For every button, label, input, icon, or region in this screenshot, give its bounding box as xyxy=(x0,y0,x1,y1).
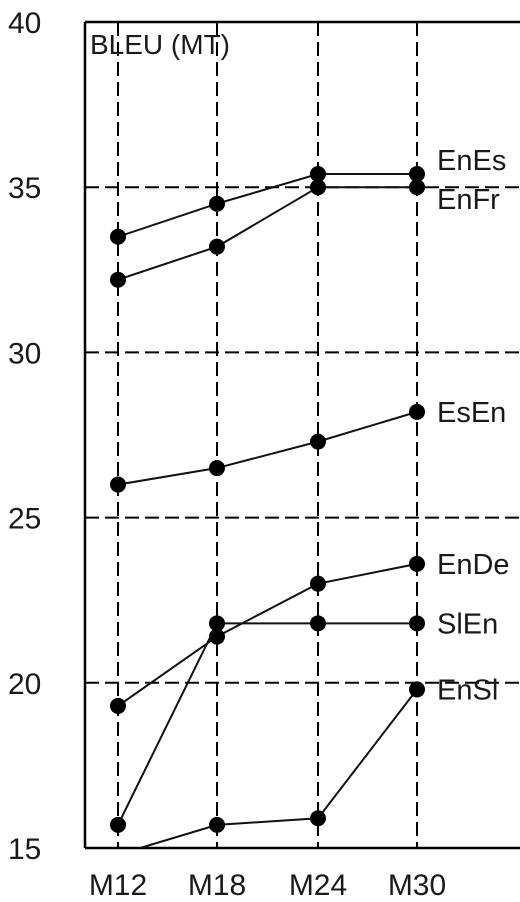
data-point-ende xyxy=(310,575,326,592)
series-label-enfr: EnFr xyxy=(437,184,500,216)
series-line-esen xyxy=(117,410,418,486)
data-point-ende xyxy=(110,697,126,714)
series-label-esen: EsEn xyxy=(437,397,506,429)
data-point-ensl xyxy=(409,681,425,698)
series-line-enes xyxy=(117,172,417,238)
data-point-enfr xyxy=(110,271,126,288)
series-line-slen xyxy=(117,622,417,826)
data-point-enfr xyxy=(409,179,425,196)
x-tick-label: M18 xyxy=(188,869,246,902)
y-axis-label: BLEU (MT) xyxy=(90,29,230,60)
y-tick-label: 15 xyxy=(8,833,41,866)
data-point-enes xyxy=(110,228,126,245)
data-point-esen xyxy=(310,433,326,450)
series-label-enes: EnEs xyxy=(437,145,506,177)
series-label-ensl: EnSl xyxy=(437,674,498,706)
data-point-slen xyxy=(310,615,326,632)
data-point-ensl xyxy=(113,846,123,848)
labels: 15 20 25 30 35 40 M12 M18 M24 M30 EnEs EnFr EsEn EnDe… xyxy=(8,7,510,902)
data-point-slen xyxy=(209,615,225,632)
data-point-enes xyxy=(310,165,326,182)
x-tick-label: M12 xyxy=(89,869,147,902)
series-group xyxy=(110,165,425,848)
series-line-ende xyxy=(117,562,418,707)
y-tick-label: 30 xyxy=(8,337,41,370)
y-tick-label: 20 xyxy=(8,668,41,701)
data-point-esen xyxy=(409,403,425,420)
data-point-ensl xyxy=(209,816,225,833)
y-tick-label: 40 xyxy=(8,7,41,40)
axes xyxy=(83,20,520,850)
data-point-esen xyxy=(110,476,126,493)
data-point-esen xyxy=(209,460,225,477)
y-tick-label: 35 xyxy=(8,172,41,205)
data-point-enfr xyxy=(310,179,326,196)
series-label-ende: EnDe xyxy=(437,549,510,581)
data-point-enfr xyxy=(209,238,225,255)
x-tick-label: M24 xyxy=(289,869,347,902)
data-point-enes xyxy=(409,165,425,182)
data-point-enes xyxy=(209,195,225,212)
data-point-slen xyxy=(110,816,126,833)
x-tick-label: M30 xyxy=(388,869,446,902)
y-tick-label: 25 xyxy=(8,503,41,536)
series-label-slen: SlEn xyxy=(437,608,498,640)
series-line-enfr xyxy=(117,186,417,281)
data-point-slen xyxy=(409,615,425,632)
series-line-ensl xyxy=(136,688,418,848)
data-point-ende xyxy=(409,555,425,572)
data-point-ensl xyxy=(310,810,326,827)
